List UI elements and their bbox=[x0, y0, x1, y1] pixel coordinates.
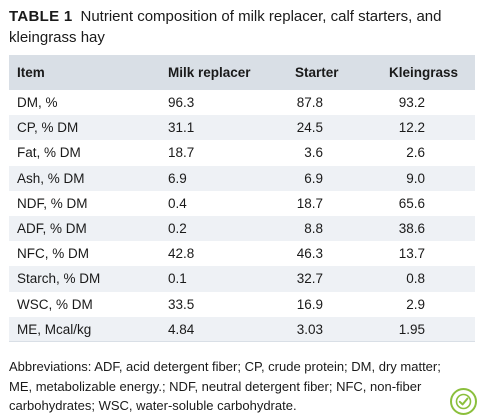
cell-item: DM, % bbox=[17, 95, 58, 111]
table-row: ME, Mcal/kg 4.84 3.03 1.95 bbox=[9, 316, 475, 343]
cell-milk-replacer: 0.1 bbox=[168, 271, 187, 287]
cell-kleingrass: 9.0 bbox=[406, 170, 425, 186]
table-row: WSC, % DM 33.5 16.9 2.9 bbox=[9, 291, 475, 317]
cell-kleingrass: 38.6 bbox=[398, 221, 425, 237]
column-header-item: Item bbox=[17, 65, 45, 80]
column-header-kleingrass: Kleingrass bbox=[389, 65, 459, 80]
cell-starter: 3.6 bbox=[304, 145, 323, 161]
table-row: NDF, % DM 0.4 18.7 65.6 bbox=[9, 190, 475, 216]
cell-kleingrass: 65.6 bbox=[398, 195, 425, 211]
cell-starter: 16.9 bbox=[296, 296, 323, 312]
table-body: DM, % 96.3 87.8 93.2 CP, % DM 31.1 24.5 12.2 Fat… bbox=[9, 90, 475, 343]
cell-milk-replacer: 18.7 bbox=[168, 145, 195, 161]
header-row: Item Milk replacer Starter Kleingrass bbox=[9, 55, 475, 90]
cell-item: CP, % DM bbox=[17, 120, 79, 136]
cell-milk-replacer: 42.8 bbox=[168, 246, 195, 262]
cell-starter: 18.7 bbox=[296, 195, 323, 211]
cell-kleingrass: 0.8 bbox=[406, 271, 425, 287]
cell-starter: 6.9 bbox=[304, 170, 323, 186]
abbreviations-footnote: Abbreviations: ADF, acid detergent fiber… bbox=[9, 359, 441, 413]
cell-starter: 87.8 bbox=[296, 95, 323, 111]
cell-milk-replacer: 0.2 bbox=[168, 221, 187, 237]
checkmark-badge-icon bbox=[450, 388, 477, 415]
cell-item: NFC, % DM bbox=[17, 246, 89, 262]
table-row: ADF, % DM 0.2 8.8 38.6 bbox=[9, 215, 475, 242]
cell-item: WSC, % DM bbox=[17, 296, 93, 312]
table-row: NFC, % DM 42.8 46.3 13.7 bbox=[9, 241, 475, 267]
checkmark-glyph-icon bbox=[455, 393, 472, 410]
cell-milk-replacer: 0.4 bbox=[168, 195, 187, 211]
cell-item: NDF, % DM bbox=[17, 195, 88, 211]
nutrient-table-container: Item Milk replacer Starter Kleingrass DM… bbox=[9, 55, 475, 343]
cell-item: ADF, % DM bbox=[17, 221, 87, 237]
cell-kleingrass: 12.2 bbox=[398, 120, 425, 136]
table-row: CP, % DM 31.1 24.5 12.2 bbox=[9, 115, 475, 141]
cell-item: Fat, % DM bbox=[17, 145, 81, 161]
table-row: Fat, % DM 18.7 3.6 2.6 bbox=[9, 140, 475, 166]
table-title: Nutrient composition of milk replacer, c… bbox=[9, 8, 442, 46]
cell-starter: 32.7 bbox=[296, 271, 323, 287]
cell-milk-replacer: 6.9 bbox=[168, 170, 187, 186]
cell-milk-replacer: 33.5 bbox=[168, 296, 195, 312]
cell-item: Ash, % DM bbox=[17, 170, 85, 186]
cell-kleingrass: 93.2 bbox=[398, 95, 425, 111]
cell-milk-replacer: 96.3 bbox=[168, 95, 195, 111]
column-header-milk-replacer: Milk replacer bbox=[168, 65, 251, 80]
cell-item: Starch, % DM bbox=[17, 271, 101, 287]
cell-milk-replacer: 4.84 bbox=[153, 316, 271, 343]
table-row: Starch, % DM 0.1 32.7 0.8 bbox=[9, 266, 475, 292]
table-caption: TABLE 1 Nutrient composition of milk repl… bbox=[9, 6, 475, 48]
cell-item: ME, Mcal/kg bbox=[9, 316, 153, 343]
cell-milk-replacer: 31.1 bbox=[168, 120, 195, 136]
cell-kleingrass: 2.6 bbox=[406, 145, 425, 161]
cell-kleingrass: 1.95 bbox=[367, 316, 475, 343]
cell-starter: 46.3 bbox=[296, 246, 323, 262]
cell-kleingrass: 13.7 bbox=[398, 246, 425, 262]
nutrient-table: Item Milk replacer Starter Kleingrass DM… bbox=[9, 55, 475, 343]
cell-starter: 24.5 bbox=[296, 120, 323, 136]
column-header-starter: Starter bbox=[295, 65, 339, 80]
table-label: TABLE 1 bbox=[9, 8, 73, 25]
cell-starter: 8.8 bbox=[304, 221, 323, 237]
table-header: Item Milk replacer Starter Kleingrass bbox=[9, 55, 475, 90]
cell-starter: 3.03 bbox=[271, 316, 367, 343]
cell-kleingrass: 2.9 bbox=[406, 296, 425, 312]
table-row: DM, % 96.3 87.8 93.2 bbox=[9, 90, 475, 116]
table-row: Ash, % DM 6.9 6.9 9.0 bbox=[9, 165, 475, 191]
